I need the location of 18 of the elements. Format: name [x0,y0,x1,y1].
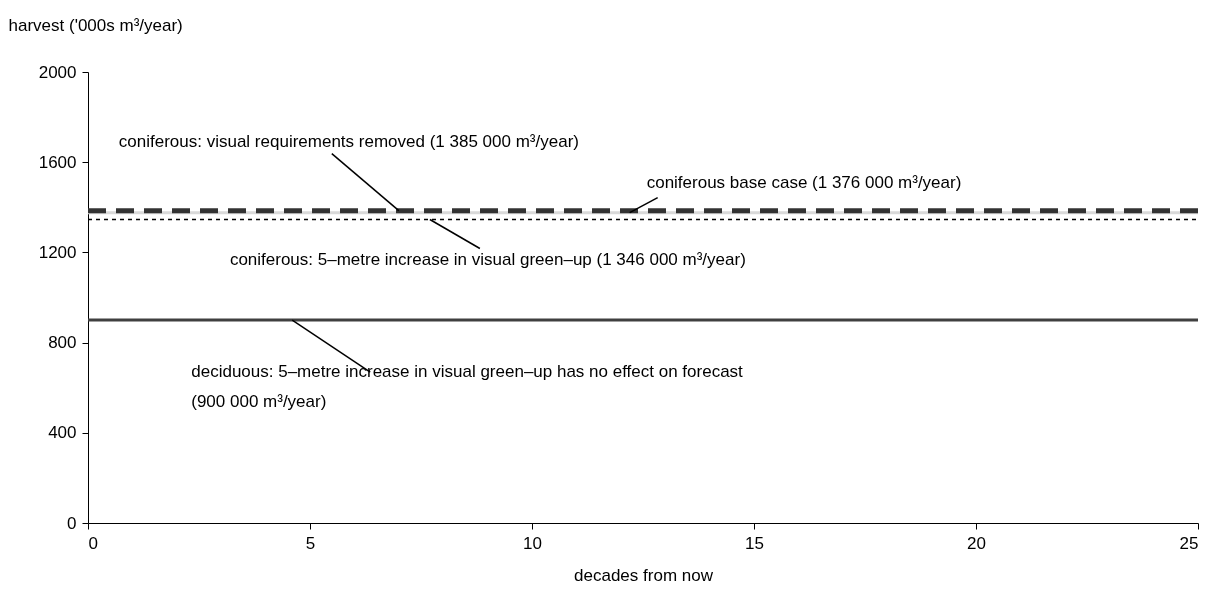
annotation: deciduous: 5–metre increase in visual green–up has no effect on forecast (900 000 m³/year) [191,362,744,412]
y-tick-label: 2000 [38,62,77,82]
annotation: coniferous base case (1 376 000 m³/year) [646,172,962,192]
x-tick-label: 25 [1179,533,1199,553]
x-tick-label: 15 [745,533,764,553]
y-axis-title: harvest ('000s m³/year) [8,15,183,35]
y-tick-label: 1600 [38,152,77,172]
y-tick-label: 0 [67,513,77,533]
x-tick-label: 20 [967,533,986,553]
x-axis-title: decades from now [574,565,714,585]
y-tick-label: 1200 [38,242,77,262]
annotation: coniferous: 5–metre increase in visual green–up (1 346 000 m³/year) [229,250,746,270]
x-tick-label: 10 [523,533,542,553]
x-tick-label: 0 [88,533,98,553]
y-tick-label: 800 [48,333,77,353]
x-tick-label: 5 [305,533,316,553]
annotation: coniferous: visual requirements removed (1 385 000 m³/year) [118,131,579,151]
y-tick-label: 400 [48,423,77,443]
